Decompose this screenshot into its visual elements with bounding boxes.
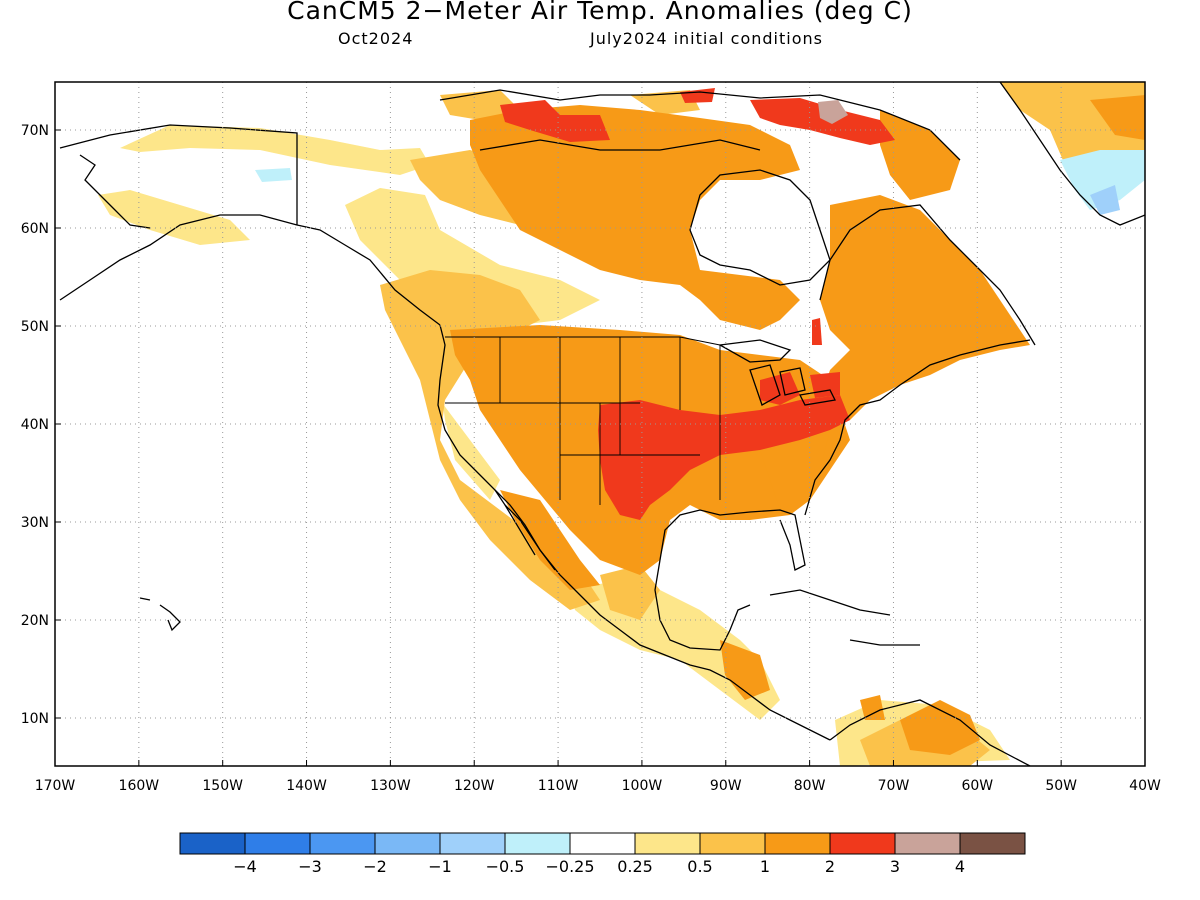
colorbar-label: 1	[760, 857, 770, 876]
colorbar-label: 2	[825, 857, 835, 876]
colorbar-label: 4	[955, 857, 965, 876]
colorbar-swatch	[309, 832, 376, 855]
x-tick-label: 150W	[202, 778, 243, 794]
colorbar-swatch	[894, 832, 961, 855]
colorbar-label: 0.5	[687, 857, 712, 876]
colorbar-swatch	[439, 832, 506, 855]
colorbar: −4 −3 −2 −1 −0.5 −0.25 0.25 0.5 1 2 3 4	[179, 832, 1026, 876]
colorbar-swatch	[504, 832, 571, 855]
latitude-axis: 70N 60N 50N 40N 30N 20N 10N	[21, 123, 61, 727]
x-tick-label: 80W	[794, 778, 826, 794]
y-tick-label: 70N	[21, 123, 49, 139]
colorbar-swatch	[569, 832, 636, 855]
x-tick-label: 90W	[710, 778, 742, 794]
y-tick-label: 10N	[21, 711, 49, 727]
coastlines	[59, 82, 1145, 766]
x-tick-label: 70W	[878, 778, 910, 794]
colorbar-swatch	[634, 832, 701, 855]
map-title: CanCM5 2−Meter Air Temp. Anomalies (deg …	[287, 0, 913, 25]
initial-conditions: July2024 initial conditions	[590, 29, 823, 48]
y-tick-label: 60N	[21, 221, 49, 237]
x-tick-label: 60W	[961, 778, 993, 794]
forecast-month: Oct2024	[338, 29, 414, 48]
longitude-axis: 170W 160W 150W 140W 130W 120W 110W 100W 90W 80W 70…	[35, 760, 1161, 794]
anomaly-fields	[98, 82, 1145, 766]
colorbar-label: −3	[298, 857, 322, 876]
x-tick-label: 40W	[1129, 778, 1161, 794]
colorbar-swatch	[829, 832, 896, 855]
x-tick-label: 50W	[1045, 778, 1077, 794]
x-tick-label: 140W	[286, 778, 327, 794]
colorbar-swatch	[699, 832, 766, 855]
y-tick-label: 40N	[21, 417, 49, 433]
x-tick-label: 130W	[370, 778, 411, 794]
y-tick-label: 30N	[21, 515, 49, 531]
colorbar-label: 0.25	[617, 857, 653, 876]
colorbar-label: −4	[233, 857, 257, 876]
x-tick-label: 120W	[454, 778, 495, 794]
anomaly-region-neg-0.5	[1090, 185, 1120, 215]
colorbar-label: −1	[428, 857, 452, 876]
x-tick-label: 110W	[538, 778, 579, 794]
anomaly-region-2-3	[500, 88, 895, 520]
colorbar-label: −0.25	[545, 857, 594, 876]
graticule	[55, 82, 1145, 766]
y-tick-label: 20N	[21, 613, 49, 629]
colorbar-swatch	[959, 832, 1026, 855]
colorbar-swatch	[244, 832, 311, 855]
anomaly-region-neg-0.25	[255, 150, 1145, 210]
x-tick-label: 170W	[35, 778, 76, 794]
y-tick-label: 50N	[21, 319, 49, 335]
colorbar-label: −2	[363, 857, 387, 876]
colorbar-label: 3	[890, 857, 900, 876]
colorbar-swatch	[374, 832, 441, 855]
x-tick-label: 100W	[622, 778, 663, 794]
colorbar-swatch	[179, 832, 246, 855]
colorbar-label: −0.5	[486, 857, 525, 876]
colorbar-swatch	[764, 832, 831, 855]
anomaly-region-3-4	[818, 100, 848, 124]
x-tick-label: 160W	[119, 778, 160, 794]
